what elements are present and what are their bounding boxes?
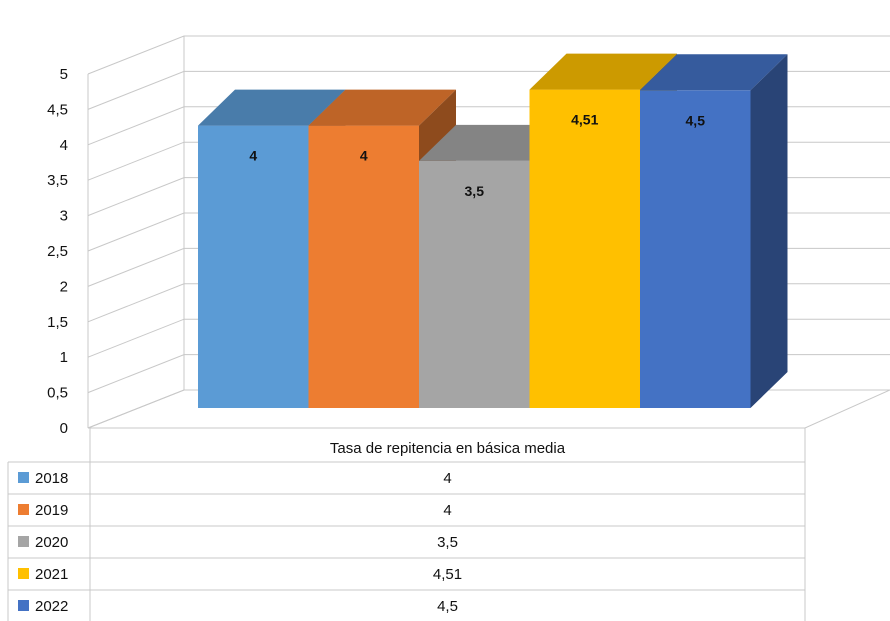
y-tick-label: 5	[60, 66, 68, 83]
data-label: 4	[360, 148, 368, 164]
legend-label: 2019	[35, 502, 68, 519]
bar-front	[640, 90, 751, 408]
bar-side	[751, 54, 788, 408]
table-value: 4	[443, 470, 451, 487]
legend-label: 2018	[35, 470, 68, 487]
table-row: 2019 4	[18, 502, 452, 519]
bar-front	[198, 126, 309, 408]
legend-label: 2020	[35, 534, 68, 551]
legend-swatch	[18, 536, 29, 547]
bar-front	[309, 126, 420, 408]
table-value: 4	[443, 502, 451, 519]
data-label: 4,5	[686, 112, 706, 128]
y-tick-label: 0	[60, 420, 68, 437]
legend-swatch	[18, 472, 29, 483]
table-row: 2018 4	[18, 470, 452, 487]
data-label: 3,5	[465, 183, 485, 199]
bar-front	[530, 90, 641, 408]
table-value: 4,51	[433, 566, 462, 583]
y-tick-label: 1,5	[47, 314, 68, 331]
table-row: 2020 3,5	[18, 534, 458, 551]
y-tick-label: 1	[60, 349, 68, 366]
table-value: 4,5	[437, 598, 458, 615]
table-row: 2021 4,51	[18, 566, 462, 583]
bar-2022	[640, 54, 788, 408]
table-row: 2022 4,5	[18, 598, 458, 615]
data-label: 4,51	[571, 112, 598, 128]
legend-swatch	[18, 504, 29, 515]
data-label: 4	[249, 148, 257, 164]
legend-label: 2021	[35, 566, 68, 583]
y-tick-label: 2	[60, 278, 68, 295]
legend-label: 2022	[35, 598, 68, 615]
y-tick-label: 2,5	[47, 243, 68, 260]
legend-swatch	[18, 568, 29, 579]
table-value: 3,5	[437, 534, 458, 551]
y-tick-label: 0,5	[47, 385, 68, 402]
y-tick-label: 3,5	[47, 172, 68, 189]
y-axis: 0 0,5 1 1,5 2 2,5 3 3,5 4 4,5 5	[47, 66, 68, 437]
y-tick-label: 3	[60, 208, 68, 225]
category-label: Tasa de repitencia en básica media	[330, 440, 566, 457]
legend-swatch	[18, 600, 29, 611]
y-tick-label: 4,5	[47, 101, 68, 118]
y-tick-label: 4	[60, 137, 68, 154]
